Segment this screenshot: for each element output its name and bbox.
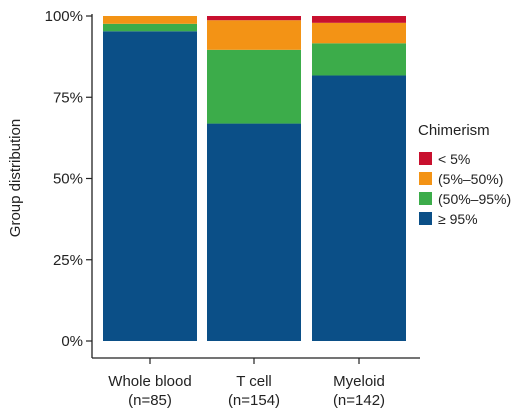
bar-segment [207, 20, 301, 50]
x-tick-label: Myeloid [333, 373, 385, 390]
y-tick-label: 0% [61, 333, 83, 350]
y-tick-label: 75% [53, 89, 83, 106]
bars-layer [103, 16, 406, 342]
bar-segment [312, 22, 406, 44]
x-tick-sublabel: (n=142) [333, 392, 385, 409]
x-tick-label: Whole blood [108, 373, 191, 390]
bar-segment [312, 43, 406, 76]
bar-segment [103, 23, 197, 32]
bar-segment [312, 75, 406, 341]
bar-segment [312, 16, 406, 23]
bar-segment [207, 123, 301, 341]
legend-swatch [419, 212, 432, 225]
legend-swatch [419, 192, 432, 205]
legend-title: Chimerism [418, 122, 490, 139]
bar-segment [207, 49, 301, 124]
legend-swatch [419, 152, 432, 165]
legend-label: (5%–50%) [438, 171, 503, 187]
legend-label: ≥ 95% [438, 211, 478, 227]
y-tick-label: 50% [53, 171, 83, 188]
x-tick-sublabel: (n=85) [128, 392, 172, 409]
bar-segment [103, 16, 197, 24]
legend-label: < 5% [438, 151, 470, 167]
legend-label: (50%–95%) [438, 191, 511, 207]
legend: < 5% (5%–50%) (50%–95%) ≥ 95% [419, 151, 511, 227]
y-axis-title: Group distribution [7, 119, 24, 237]
axis-layer: 0% 25% 50% 75% 100% Whole blood (n=85) T cell (n… [45, 8, 420, 409]
legend-swatch [419, 172, 432, 185]
x-tick-label: T cell [236, 373, 272, 390]
y-tick-label: 25% [53, 252, 83, 269]
y-tick-label: 100% [45, 8, 83, 25]
x-tick-sublabel: (n=154) [228, 392, 280, 409]
bar-segment [207, 16, 301, 21]
bar-segment [103, 31, 197, 342]
